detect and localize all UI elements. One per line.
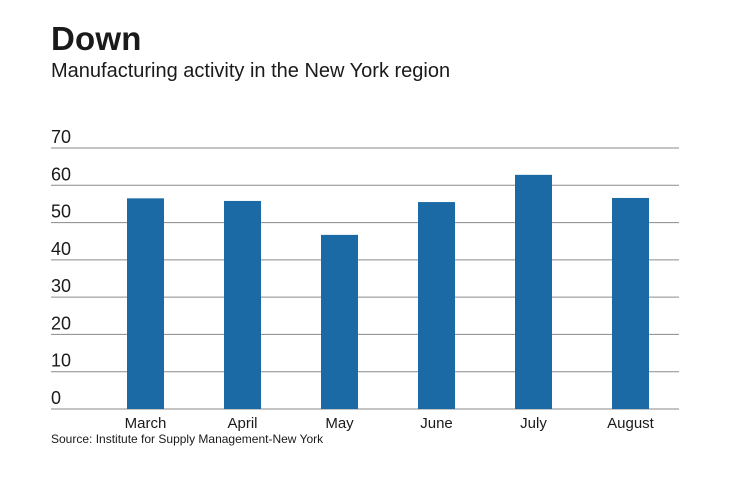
- y-tick-label: 30: [51, 276, 71, 296]
- y-axis-tick-labels: 0 10 20 30 40 50 60 70: [51, 127, 71, 408]
- y-tick-label: 20: [51, 313, 71, 333]
- bar-june: [418, 202, 455, 409]
- y-tick-label: 40: [51, 239, 71, 259]
- bar-april: [224, 200, 261, 409]
- y-tick-label: 50: [51, 202, 71, 222]
- source-note: Source: Institute for Supply Management-…: [51, 432, 324, 446]
- chart-subtitle: Manufacturing activity in the New York r…: [51, 60, 451, 82]
- y-tick-label: 0: [51, 388, 61, 408]
- category-label: June: [420, 415, 453, 432]
- y-tick-label: 10: [51, 351, 71, 371]
- bar-august: [612, 197, 649, 409]
- bars: [127, 174, 649, 409]
- y-tick-label: 60: [51, 164, 71, 184]
- chart-title: Down: [51, 20, 142, 57]
- category-label: May: [325, 415, 354, 432]
- category-label: July: [520, 415, 547, 432]
- bar-march: [127, 198, 164, 409]
- category-label: April: [227, 415, 257, 432]
- category-label: March: [125, 415, 167, 432]
- x-axis-category-labels: March April May June July August: [125, 415, 655, 432]
- y-tick-label: 70: [51, 127, 71, 147]
- bar-may: [321, 234, 358, 409]
- category-label: August: [607, 415, 655, 432]
- bar-july: [515, 174, 552, 409]
